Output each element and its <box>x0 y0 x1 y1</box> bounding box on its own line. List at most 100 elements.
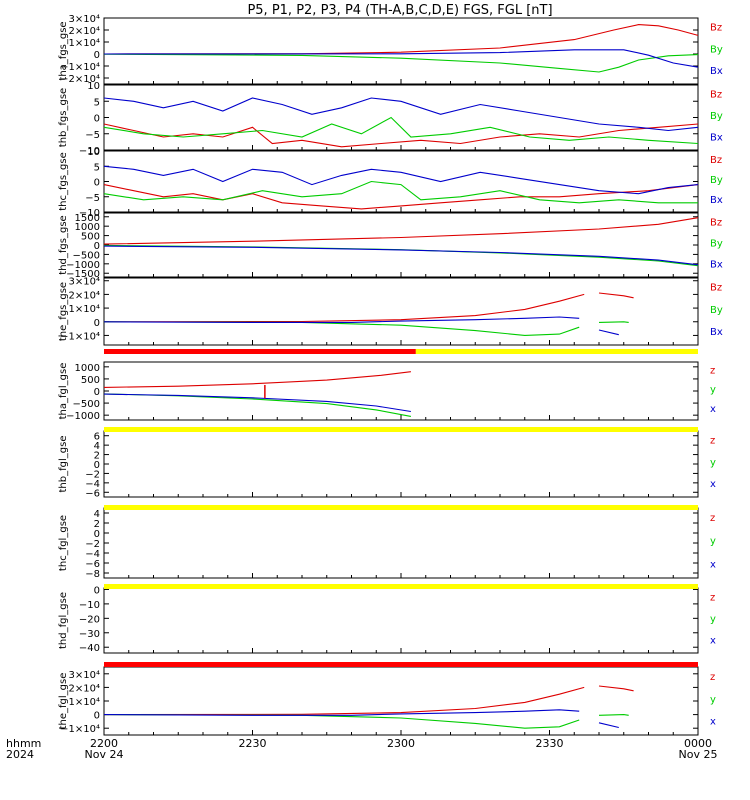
legend-y: y <box>710 614 716 625</box>
y-tick-label: 6 <box>94 432 100 443</box>
y-tick-label: 0 <box>94 529 100 540</box>
y-tick-label: −500 <box>73 399 100 410</box>
y-tick-label: −500 <box>73 250 100 261</box>
footer-hhmm: hhmm <box>6 737 41 750</box>
y-tick-label: 0 <box>94 387 100 398</box>
y-tick-label: 2 <box>94 451 100 462</box>
y-tick-label: −5 <box>85 193 100 204</box>
y-tick-label: 2×10⁴ <box>69 26 100 37</box>
y-tick-label: 1500 <box>75 213 100 224</box>
y-tick-label: 2 <box>94 519 100 530</box>
y-tick-label: −2 <box>85 539 100 550</box>
legend-Bz: Bz <box>710 89 722 100</box>
series-line-Bx <box>103 165 699 195</box>
legend-Bz: Bz <box>710 23 722 34</box>
y-tick-label: 500 <box>81 375 100 386</box>
y-tick-label: −10 <box>79 208 100 219</box>
series-line-z <box>103 685 634 716</box>
series-line-x <box>103 393 411 413</box>
legend-By: By <box>710 175 723 186</box>
mode-bar-segment <box>104 584 698 589</box>
legend-Bx: Bx <box>710 195 723 206</box>
mode-bar-segment <box>104 662 698 667</box>
y-tick-label: −6 <box>85 559 100 570</box>
legend-z: z <box>710 513 715 524</box>
legend-Bx: Bx <box>710 260 723 271</box>
legend-y: y <box>710 694 716 705</box>
x-tick-label: 0000 <box>684 737 712 750</box>
legend-By: By <box>710 44 723 55</box>
x-tick-label: 2200 <box>90 737 118 750</box>
y-axis-label: thb_fgl_gse <box>58 436 69 493</box>
y-tick-label: 4 <box>94 509 100 520</box>
y-tick-label: 0 <box>94 711 100 722</box>
x-tick-label: 2230 <box>239 737 267 750</box>
y-tick-label: 1×10⁴ <box>69 697 100 708</box>
y-tick-label: 0 <box>94 50 100 61</box>
y-tick-label: 4 <box>94 441 100 452</box>
y-axis-label: thb_fgs_gse <box>58 88 69 147</box>
y-tick-label: 0 <box>94 318 100 329</box>
legend-y: y <box>710 457 716 468</box>
series-line-Bx <box>103 49 699 68</box>
legend-x: x <box>710 717 716 728</box>
y-tick-label: 1×10⁴ <box>69 38 100 49</box>
y-axis-label: tha_fgs_gse <box>58 21 69 80</box>
legend-x: x <box>710 559 716 570</box>
legend-z: z <box>710 366 715 377</box>
y-axis-label: thd_fgl_gse <box>58 592 69 649</box>
y-axis-label: thd_fgs_gse <box>58 215 69 274</box>
series-line-Bz <box>103 123 699 148</box>
series-line-z <box>103 371 411 388</box>
y-tick-label: −10 <box>79 600 100 611</box>
legend-x: x <box>710 635 716 646</box>
y-tick-label: 5 <box>94 97 100 108</box>
y-tick-label: −8 <box>85 569 100 580</box>
series-line-Bx <box>103 245 699 266</box>
panel-thd_fgl_gse: 0 −10 −20 −30 −40 thd_fgl_gse zyx <box>58 585 716 654</box>
mode-bar-segment <box>415 349 698 354</box>
y-tick-label: −4 <box>85 479 100 490</box>
y-tick-label: 2×10⁴ <box>69 683 100 694</box>
y-tick-label: 3×10⁴ <box>69 14 100 25</box>
legend-Bx: Bx <box>710 66 723 77</box>
y-tick-label: −5 <box>85 130 100 141</box>
y-tick-label: −30 <box>79 629 100 640</box>
y-tick-label: 5 <box>94 162 100 173</box>
legend-z: z <box>710 672 715 683</box>
y-tick-label: −40 <box>79 643 100 654</box>
mode-bar-segment <box>104 505 698 510</box>
x-tick-label: 2330 <box>536 737 564 750</box>
y-tick-label: −1000 <box>66 260 100 271</box>
y-tick-label: −6 <box>85 488 100 499</box>
legend-Bx: Bx <box>710 132 723 143</box>
y-tick-label: −2 <box>85 469 100 480</box>
y-tick-label: 1000 <box>75 363 100 374</box>
legend-z: z <box>710 592 715 603</box>
y-axis-label: thc_fgl_gse <box>58 515 69 571</box>
legend-By: By <box>710 305 723 316</box>
series-line-By <box>103 53 699 73</box>
legend-Bz: Bz <box>710 155 722 166</box>
y-axis-label: the_fgs_gse <box>58 282 69 341</box>
y-tick-label: −1×10⁴ <box>60 724 100 735</box>
y-tick-label: 3×10⁴ <box>69 277 100 288</box>
panel-thc_fgs_gse: 10 5 0 −5 −10 thc_fgs_gse Bz By Bx <box>58 147 723 219</box>
y-tick-label: 10 <box>87 147 100 158</box>
x-tick-label: 2300 <box>387 737 415 750</box>
y-tick-label: 0 <box>94 114 100 125</box>
x-tick-date-label: Nov 25 <box>679 748 718 761</box>
y-tick-label: −1500 <box>66 269 100 280</box>
y-tick-label: −20 <box>79 614 100 625</box>
y-tick-label: 2×10⁴ <box>69 290 100 301</box>
y-tick-label: −4 <box>85 549 100 560</box>
series-line-Bx <box>103 97 699 132</box>
legend-y: y <box>710 385 716 396</box>
y-axis-label: the_fgl_gse <box>58 673 69 730</box>
